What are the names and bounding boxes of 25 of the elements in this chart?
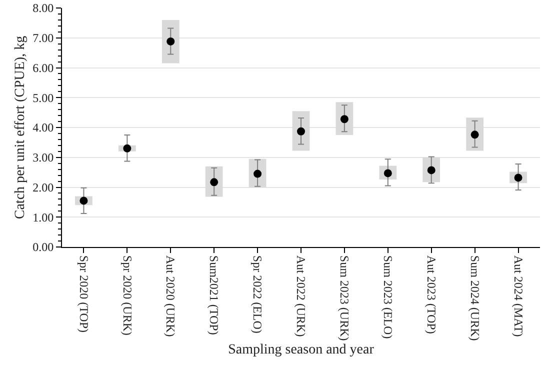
y-tick-label: 4.00 bbox=[32, 120, 54, 135]
x-tick-label: Aut 2022 (URK) bbox=[294, 255, 308, 337]
y-axis-title: Catch per unit effort (CPUE), kg bbox=[13, 36, 28, 220]
x-tick-label: Aut 2024 (MAT) bbox=[511, 255, 526, 337]
y-tick-label: 3.00 bbox=[32, 150, 54, 165]
x-tick-label: Sum2021 (TOP) bbox=[207, 255, 222, 335]
point bbox=[166, 37, 175, 46]
x-tick-label: Aut 2023 (TOP) bbox=[424, 255, 438, 334]
y-tick-label: 8.00 bbox=[32, 1, 54, 16]
x-axis-title: Sampling season and year bbox=[228, 342, 374, 358]
x-tick-label: Aut 2020 (URK) bbox=[164, 255, 178, 337]
y-tick-label: 6.00 bbox=[32, 60, 54, 75]
x-tick-label: Sum 2024 (URK) bbox=[468, 255, 482, 341]
y-tick-label: 7.00 bbox=[32, 31, 54, 46]
y-tick-label: 0.00 bbox=[32, 240, 54, 254]
x-tick-label: Sum 2023 (URK) bbox=[338, 255, 352, 341]
y-tick-label: 5.00 bbox=[32, 90, 54, 105]
point bbox=[123, 144, 132, 152]
y-tick-label: 2.00 bbox=[32, 180, 54, 194]
x-tick-label: Spr 2020 (TOP) bbox=[76, 255, 91, 333]
x-tick-label: Sum 2023 (ELO) bbox=[381, 255, 396, 339]
point bbox=[297, 127, 305, 136]
x-tick-label: Spr 2020 (URK) bbox=[120, 255, 134, 336]
y-tick-label: 1.00 bbox=[32, 210, 54, 224]
x-tick-label: Spr 2022 (ELO) bbox=[250, 255, 265, 334]
